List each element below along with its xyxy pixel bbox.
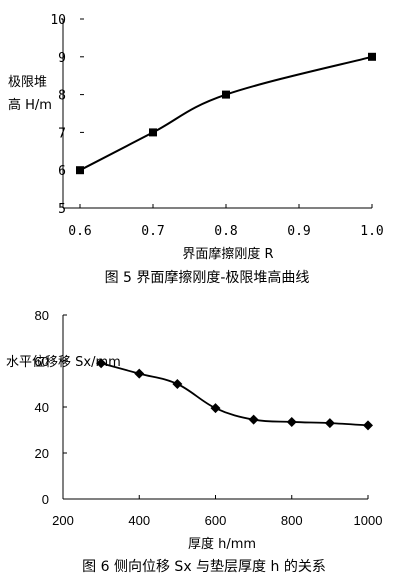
chart6-ytick-label: 20 — [35, 446, 49, 461]
chart5-series-line — [79, 55, 373, 172]
chart6-xtick-label: 1000 — [354, 513, 383, 528]
chart6-ylabel: 水平位移移 Sx/mm — [6, 355, 121, 370]
chart5-point-marker — [76, 166, 84, 175]
chart6-point-marker — [134, 368, 145, 379]
chart6-point-marker — [96, 358, 107, 369]
chart5-xtick-label: 0.6 — [68, 224, 91, 239]
chart5-ytick-label: 6 — [58, 164, 66, 179]
chart6-ytick-label: 0 — [42, 492, 49, 507]
chart6-xtick-label: 400 — [128, 513, 150, 528]
chart5-point-marker — [149, 128, 157, 137]
chart6-xtick-label: 600 — [205, 513, 227, 528]
chart-6: 0 20 40 60 80 200 400 600 800 1000 水平位移移 Sx/mm 厚… — [6, 308, 382, 575]
chart5-ylabel-line2: 高 H/m — [8, 97, 52, 113]
chart6-xtick-label: 800 — [281, 513, 303, 528]
chart6-caption: 图 6 侧向位移 Sx 与垫层厚度 h 的关系 — [82, 559, 326, 575]
chart-5: 5 6 7 8 9 10 0.6 0.7 0.8 0.9 1.0 极限堆 高 H/m 界面摩擦刚度… — [8, 13, 384, 286]
chart5-caption: 图 5 界面摩擦刚度-极限堆高曲线 — [105, 269, 310, 286]
chart6-ytick-label: 40 — [35, 400, 49, 415]
chart6-point-marker — [324, 418, 335, 429]
chart6-point-marker — [172, 379, 183, 389]
chart5-ytick-label: 8 — [58, 89, 66, 104]
chart5-xtick-label: 1.0 — [360, 224, 383, 239]
chart6-point-marker — [363, 420, 373, 431]
chart6-point-marker — [248, 414, 259, 425]
chart5-xtick-label: 0.9 — [287, 224, 310, 239]
chart6-point-marker — [286, 416, 297, 427]
chart5-point-marker — [368, 52, 376, 61]
chart6-xtick-label: 200 — [52, 513, 74, 528]
chart5-ytick-label: 9 — [58, 51, 66, 66]
chart5-ylabel-line1: 极限堆 — [8, 75, 47, 90]
chart5-xtick-label: 0.8 — [214, 224, 237, 239]
chart5-xtick-label: 0.7 — [141, 224, 164, 239]
chart5-ytick-label: 7 — [58, 126, 66, 141]
chart6-point-marker — [210, 403, 221, 414]
chart5-point-marker — [222, 90, 230, 99]
chart6-xlabel: 厚度 h/mm — [188, 536, 256, 552]
chart5-ytick-label: 5 — [58, 202, 66, 217]
chart5-xlabel: 界面摩擦刚度 R — [182, 246, 273, 262]
chart6-ytick-label: 80 — [35, 308, 49, 323]
chart6-ytick-label: 60 — [35, 354, 49, 369]
chart5-ytick-label: 10 — [50, 13, 66, 28]
